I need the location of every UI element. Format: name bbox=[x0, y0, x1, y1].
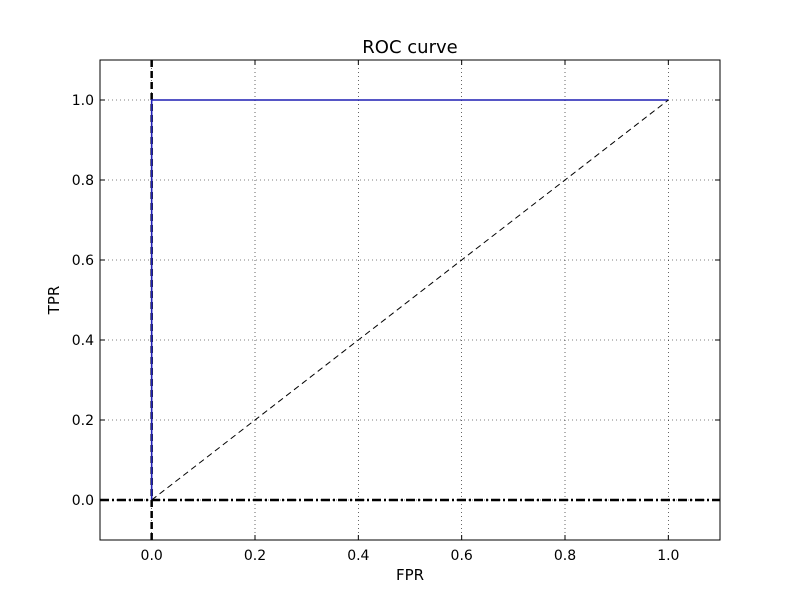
tick-layer: 0.0 0.2 0.4 0.6 0.8 1.0 0.0 0.2 0.4 0.6 0.8 1.0 bbox=[72, 60, 720, 564]
chart-title: ROC curve bbox=[362, 37, 457, 58]
x-tick-label: 0.0 bbox=[141, 548, 163, 564]
y-axis-label: TPR bbox=[45, 286, 63, 316]
roc-curve-line bbox=[150, 99, 669, 500]
y-tick-label: 0.8 bbox=[72, 173, 94, 189]
y-tick-label: 0.2 bbox=[72, 413, 94, 429]
x-tick-label: 0.4 bbox=[347, 548, 369, 564]
plot-frame bbox=[99, 59, 721, 541]
x-tick-label: 1.0 bbox=[657, 548, 679, 564]
x-tick-label: 0.2 bbox=[244, 548, 266, 564]
series-layer bbox=[150, 99, 669, 501]
x-tick-label: 0.6 bbox=[451, 548, 473, 564]
y-tick-label: 0.0 bbox=[72, 493, 94, 509]
x-axis-label: FPR bbox=[396, 566, 424, 584]
y-tick-label: 0.4 bbox=[72, 333, 94, 349]
x-tick-label: 0.8 bbox=[554, 548, 576, 564]
y-tick-label: 0.6 bbox=[72, 253, 94, 269]
chance-diagonal-line bbox=[151, 99, 669, 501]
y-tick-label: 1.0 bbox=[72, 93, 94, 109]
